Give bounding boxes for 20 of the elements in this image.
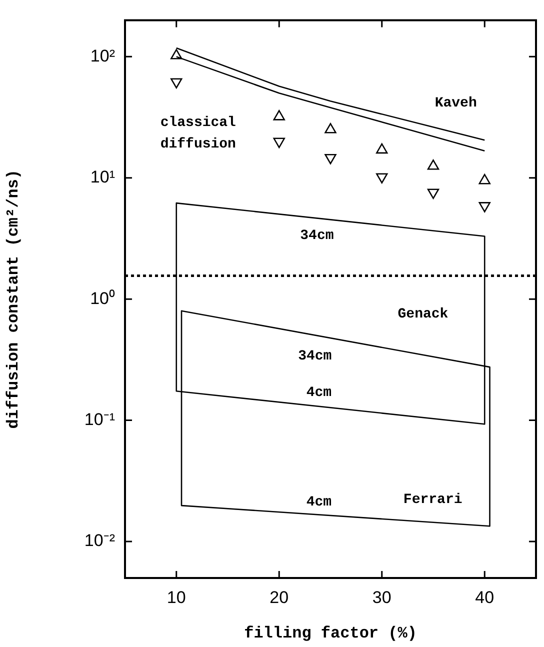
y-tick-label: 10² [90,46,116,66]
y-tick-label: 10⁻² [84,531,116,550]
x-tick-label: 40 [475,588,494,607]
annotation: 4cm [306,494,332,511]
x-axis-title: filling factor (%) [244,624,417,642]
annotation: 34cm [300,228,334,244]
x-tick-label: 30 [372,588,392,607]
annotation: classical [160,114,236,131]
y-tick-label: 10⁻¹ [84,410,116,429]
x-tick-label: 20 [270,588,289,607]
annotation: 34cm [298,348,332,365]
annotation: Genack [398,306,448,323]
y-tick-label: 10⁰ [90,288,115,308]
annotation: Ferrari [403,492,462,508]
annotation: 4cm [306,384,332,401]
y-axis-title: diffusion constant (cm²/ns) [4,169,23,429]
x-tick-label: 10 [166,588,186,607]
annotation: Kaveh [434,95,477,112]
annotation: diffusion [160,136,236,153]
y-tick-label: 10¹ [90,168,116,187]
